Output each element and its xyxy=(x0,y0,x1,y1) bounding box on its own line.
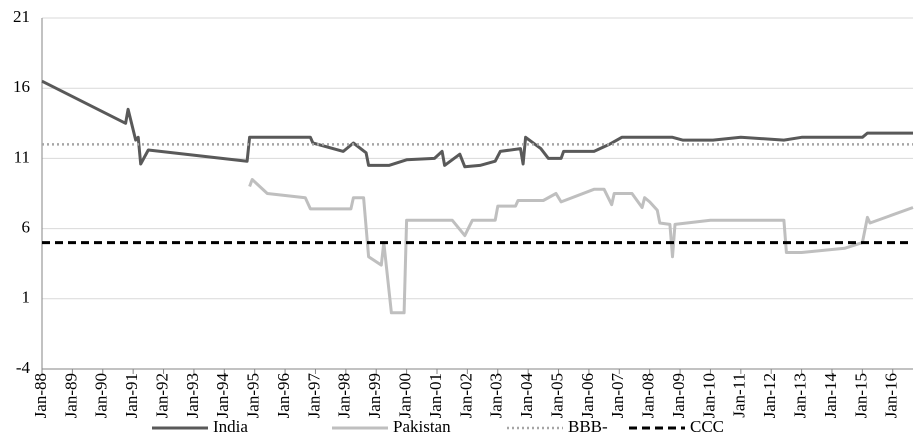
x-tick-label: Jan-07 xyxy=(608,373,627,419)
x-tick-label: Jan-02 xyxy=(456,373,475,418)
y-tick-label: 1 xyxy=(22,288,31,307)
x-tick-label: Jan-01 xyxy=(426,373,445,418)
x-tick-label: Jan-15 xyxy=(851,373,870,418)
x-tick-label: Jan-16 xyxy=(882,373,901,418)
x-tick-label: Jan-11 xyxy=(730,373,749,418)
y-tick-label: 16 xyxy=(13,77,30,96)
x-tick-label: Jan-95 xyxy=(244,373,263,418)
x-tick-label: Jan-92 xyxy=(152,373,171,418)
y-tick-label: -4 xyxy=(16,358,31,377)
x-tick-label: Jan-90 xyxy=(92,373,111,418)
x-tick-label: Jan-88 xyxy=(31,373,50,418)
x-tick-label: Jan-04 xyxy=(517,373,536,419)
x-tick-label: Jan-13 xyxy=(790,373,809,418)
x-tick-label: Jan-12 xyxy=(760,373,779,418)
x-tick-label: Jan-93 xyxy=(183,373,202,418)
x-tick-label: Jan-08 xyxy=(639,373,658,418)
y-tick-label: 21 xyxy=(13,7,30,26)
x-tick-label: Jan-96 xyxy=(274,373,293,418)
legend-label: India xyxy=(213,417,248,436)
legend-label: BBB- xyxy=(568,417,608,436)
x-tick-label: Jan-98 xyxy=(335,373,354,418)
x-tick-label: Jan-10 xyxy=(699,373,718,418)
x-tick-label: Jan-05 xyxy=(547,373,566,418)
series-line xyxy=(41,79,913,169)
x-tick-label: Jan-99 xyxy=(365,373,384,418)
legend-label: CCC xyxy=(690,417,724,436)
x-tick-label: Jan-89 xyxy=(61,373,80,418)
y-tick-label: 11 xyxy=(14,147,30,166)
y-tick-label: 6 xyxy=(22,218,31,237)
x-tick-label: Jan-97 xyxy=(304,373,323,419)
series-line xyxy=(248,178,914,315)
x-tick-label: Jan-09 xyxy=(669,373,688,418)
x-tick-label: Jan-14 xyxy=(821,373,840,419)
x-tick-label: Jan-00 xyxy=(396,373,415,418)
legend-label: Pakistan xyxy=(393,417,451,436)
x-tick-label: Jan-03 xyxy=(487,373,506,418)
x-tick-label: Jan-06 xyxy=(578,373,597,418)
x-tick-label: Jan-94 xyxy=(213,373,232,419)
x-tick-label: Jan-91 xyxy=(122,373,141,418)
